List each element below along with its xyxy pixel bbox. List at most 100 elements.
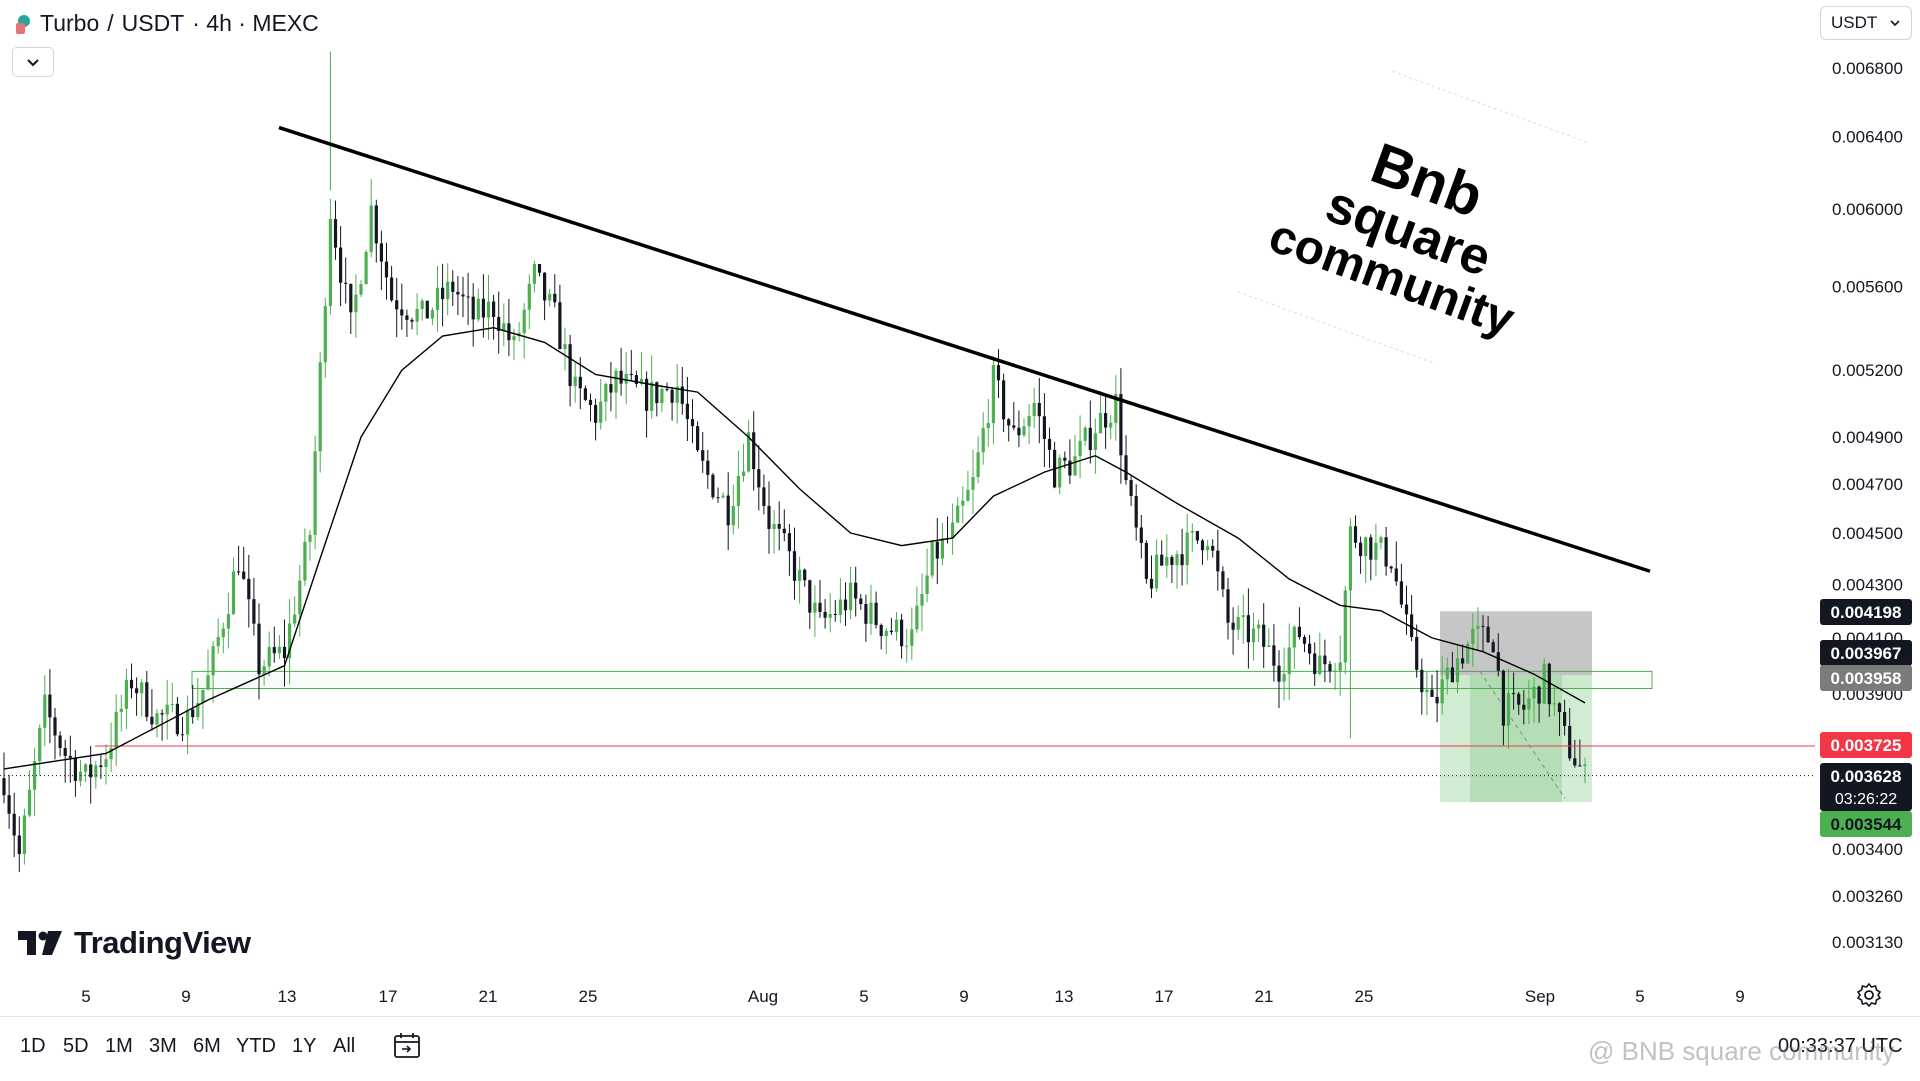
candle-body xyxy=(262,666,266,675)
candle-body xyxy=(1073,456,1077,476)
candle-body xyxy=(884,630,888,636)
candle-body xyxy=(1466,643,1470,664)
candle-body xyxy=(119,708,123,712)
range-3m-button[interactable]: 3M xyxy=(149,1035,177,1057)
candle-body xyxy=(38,727,42,762)
tradingview-mark-icon xyxy=(18,931,62,955)
candle-body xyxy=(374,205,378,244)
candle-body xyxy=(843,599,848,611)
candle-body xyxy=(160,713,164,715)
settings-gear-icon[interactable] xyxy=(1856,982,1882,1008)
candle-body xyxy=(1155,554,1159,589)
candle-body xyxy=(1517,693,1521,705)
candle-body xyxy=(150,716,154,725)
candle-body xyxy=(660,388,664,404)
range-ytd-button[interactable]: YTD xyxy=(236,1035,276,1057)
candle-body xyxy=(930,541,934,576)
candle-body xyxy=(308,534,312,542)
candle-body xyxy=(384,261,389,278)
candle-body xyxy=(135,688,139,694)
y-tick-label: 0.006800 xyxy=(1832,59,1903,78)
candle-body xyxy=(410,319,414,322)
candle-body xyxy=(1124,455,1128,481)
candle-body xyxy=(1200,540,1205,551)
candle-body xyxy=(905,645,909,647)
candle-body xyxy=(1455,658,1460,683)
candle-body xyxy=(548,293,552,301)
candle-body xyxy=(665,388,669,390)
candle-body xyxy=(1512,693,1516,695)
candle-body xyxy=(721,495,725,498)
candle-body xyxy=(1216,550,1220,572)
candle-body xyxy=(655,382,659,404)
candle-body xyxy=(670,389,674,403)
range-5d-button[interactable]: 5D xyxy=(63,1035,89,1057)
range-1m-button[interactable]: 1M xyxy=(105,1035,133,1057)
descending-trendline xyxy=(278,125,1651,573)
y-tick-label: 0.006000 xyxy=(1832,200,1903,219)
price-label-box xyxy=(1820,732,1912,758)
candle-body xyxy=(293,614,297,624)
range-1d-button[interactable]: 1D xyxy=(20,1035,46,1057)
candle-body xyxy=(1481,625,1485,627)
y-tick-label: 0.004500 xyxy=(1832,524,1903,543)
price-label-box xyxy=(1820,811,1912,837)
candle-body xyxy=(323,306,327,363)
chevron-down-icon xyxy=(27,59,39,67)
candle-body xyxy=(84,764,88,772)
candle-body xyxy=(1522,704,1526,710)
candle-body xyxy=(405,315,409,320)
candle-body xyxy=(145,682,149,717)
candle-body xyxy=(267,647,271,667)
candle-body xyxy=(736,476,740,507)
candle-body xyxy=(614,370,618,393)
price-chart[interactable]: Bnb square community 5 9 13 17 21 25 Aug 5 9 13 17… xyxy=(0,0,1920,1016)
candle-body xyxy=(777,524,781,529)
candle-body xyxy=(1430,689,1434,697)
candle-body xyxy=(986,423,990,429)
position-path-line xyxy=(1479,671,1566,799)
candle-body xyxy=(1088,427,1092,451)
candle-body xyxy=(446,281,450,300)
collapse-legend-button[interactable] xyxy=(12,47,54,77)
candle-body xyxy=(573,376,577,387)
candle-body xyxy=(1058,457,1062,488)
candle-body xyxy=(726,495,730,526)
bnb-square-community-overlay: Bnb square community xyxy=(1237,70,1590,364)
candle-body xyxy=(114,711,118,748)
candle-body xyxy=(1022,426,1026,436)
candle-body xyxy=(522,309,526,333)
candle-body xyxy=(1267,645,1271,647)
candle-body xyxy=(12,813,16,836)
price-label-box xyxy=(1820,640,1912,666)
candle-body xyxy=(1231,622,1235,630)
candle-body xyxy=(650,382,654,411)
utc-clock[interactable]: 00:33:37 UTC xyxy=(1778,1035,1903,1057)
candle-body xyxy=(1149,578,1154,589)
candle-body xyxy=(364,251,368,285)
candle-body xyxy=(1027,416,1031,427)
price-label-text: 0.003967 xyxy=(1831,644,1902,663)
candle-body xyxy=(344,282,348,285)
candle-body xyxy=(532,264,536,284)
candle-body xyxy=(1425,689,1429,693)
y-axis: 0.006800 0.006400 0.006000 0.005600 0.005200… xyxy=(1832,59,1903,952)
price-label-box xyxy=(1820,665,1912,691)
range-6m-button[interactable]: 6M xyxy=(193,1035,221,1057)
x-tick-label: 5 xyxy=(1635,987,1644,1006)
candle-body xyxy=(33,761,37,790)
candle-body xyxy=(731,506,735,526)
candle-body xyxy=(1007,419,1011,426)
range-all-button[interactable]: All xyxy=(333,1035,356,1057)
candle-body xyxy=(476,298,480,320)
range-1y-button[interactable]: 1Y xyxy=(292,1035,317,1057)
candles xyxy=(2,51,1587,873)
go-to-date-calendar-icon[interactable] xyxy=(392,1031,422,1061)
currency-selector[interactable]: USDT xyxy=(1820,6,1912,40)
candle-body xyxy=(420,300,424,309)
candle-body xyxy=(706,460,710,475)
candle-body xyxy=(1195,531,1199,541)
symbol-header[interactable]: Turbo / USDT · 4h · MEXC xyxy=(14,10,319,37)
interval-exchange: · 4h · MEXC xyxy=(192,10,319,36)
x-tick-label: 17 xyxy=(379,987,398,1006)
